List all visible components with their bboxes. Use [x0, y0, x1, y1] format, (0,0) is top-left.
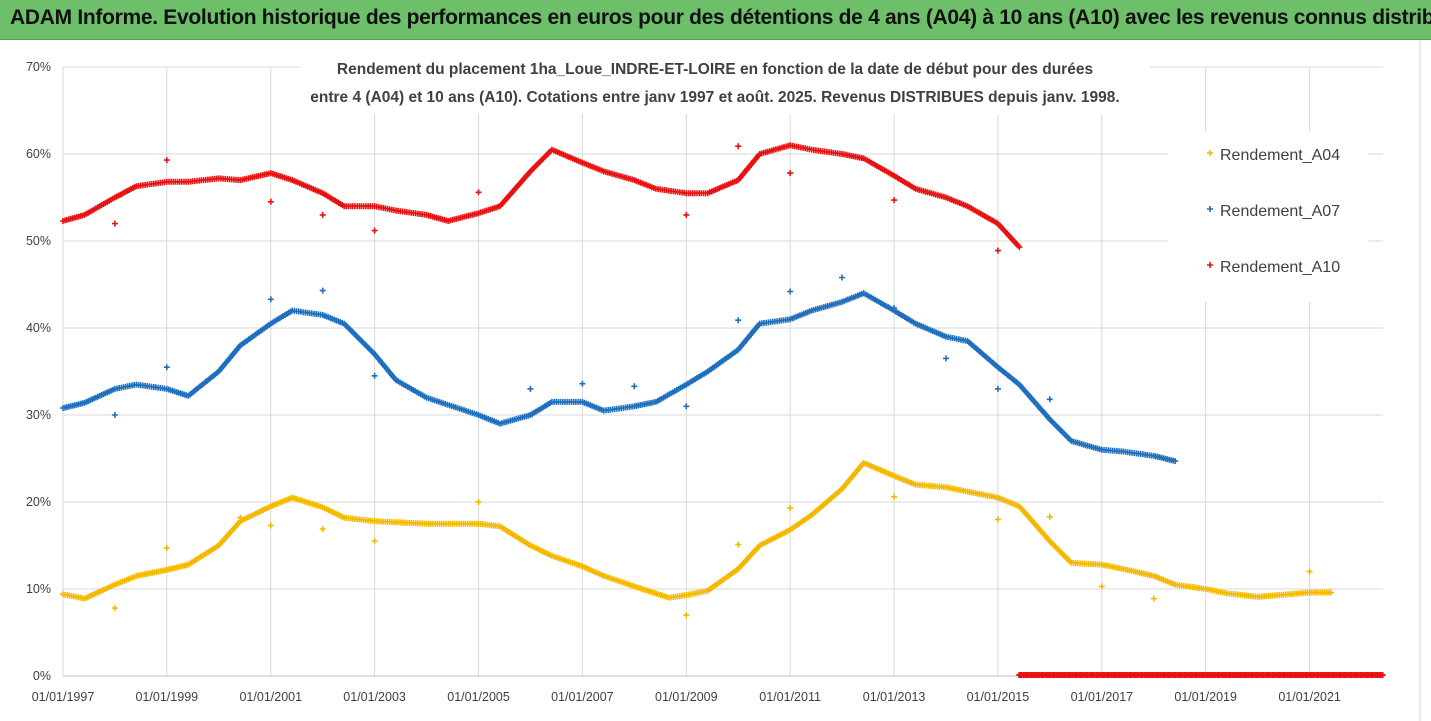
series-rendement-a10: [60, 142, 1386, 678]
x-tick-label: 01/01/2013: [863, 690, 926, 704]
outlier-point: [163, 364, 170, 371]
x-tick-label: 01/01/2017: [1071, 690, 1134, 704]
y-axis-ticks: 0% 10% 20% 30% 40% 50% 60% 70%: [26, 60, 51, 683]
outlier-point: [527, 385, 534, 392]
x-tick-label: 01/01/2015: [967, 690, 1030, 704]
series-rendement-a07: [60, 274, 1179, 465]
outlier-point: [267, 296, 274, 303]
y-tick-label: 10%: [26, 582, 51, 596]
series-layer: [60, 142, 1386, 678]
y-tick-label: 30%: [26, 408, 51, 422]
x-tick-label: 01/01/1999: [136, 690, 199, 704]
outlier-point: [371, 538, 378, 545]
outlier-point: [994, 516, 1001, 523]
legend-item-rendement-a07: Rendement_A07: [1207, 203, 1340, 220]
outlier-point: [319, 211, 326, 218]
x-tick-label: 01/01/2011: [759, 690, 821, 704]
outlier-point: [735, 541, 742, 548]
outlier-point: [163, 157, 170, 164]
legend-marker: [1207, 206, 1213, 212]
legend-label: Rendement_A04: [1220, 147, 1340, 164]
x-tick-label: 01/01/2009: [655, 690, 718, 704]
outlier-point: [111, 220, 118, 227]
outlier-point: [163, 545, 170, 552]
outlier-point: [475, 499, 482, 505]
outlier-point: [839, 274, 845, 281]
data-point: [1328, 589, 1335, 596]
outlier-point: [787, 505, 794, 512]
outlier-point: [579, 380, 586, 387]
legend-bg: [1168, 132, 1368, 302]
outlier-point: [267, 522, 274, 529]
outlier-point: [891, 493, 898, 500]
y-tick-label: 50%: [26, 234, 51, 248]
x-axis-ticks: 01/01/1997 01/01/1999 01/01/2001 01/01/2003…: [32, 690, 1341, 704]
outlier-point: [267, 198, 274, 205]
outlier-point: [787, 170, 794, 177]
x-tick-label: 01/01/1997: [32, 690, 95, 704]
scatter-chart: 0%10%20%30%40%50%60%70% 01/01/1997 01/01/…: [26, 40, 1421, 721]
outlier-point: [237, 514, 244, 521]
series-rendement-a04: [60, 459, 1335, 619]
outlier-point: [891, 305, 898, 311]
outlier-point: [111, 605, 118, 612]
outlier-point: [111, 412, 118, 418]
outlier-point: [1098, 583, 1105, 590]
chart-title-line-1: Rendement du placement 1ha_Loue_INDRE-ET…: [337, 61, 1093, 78]
outlier-point: [994, 385, 1001, 392]
outlier-point: [631, 383, 638, 390]
title-banner: ADAM Informe. Evolution historique des p…: [0, 0, 1431, 40]
legend-item-rendement-a04: Rendement_A04: [1207, 147, 1340, 164]
outlier-point: [683, 403, 690, 410]
outlier-point: [1046, 513, 1053, 520]
y-tick-label: 0%: [33, 669, 51, 683]
outlier-point: [319, 526, 326, 532]
x-tick-label: 01/01/2003: [343, 690, 406, 704]
outlier-point: [735, 317, 742, 324]
y-tick-label: 70%: [26, 60, 51, 74]
legend-item-rendement-a10: Rendement_A10: [1207, 259, 1340, 276]
x-tick-label: 01/01/2001: [239, 690, 302, 704]
outlier-point: [1306, 568, 1313, 575]
chart-title-bg: [300, 52, 1150, 114]
x-tick-label: 01/01/2007: [551, 690, 614, 704]
legend-marker: [1207, 150, 1213, 156]
legend-marker: [1207, 262, 1213, 268]
data-point: [1016, 244, 1023, 251]
outlier-point: [735, 143, 742, 150]
outlier-point: [943, 355, 949, 362]
y-tick-label: 60%: [26, 147, 51, 161]
outlier-point: [683, 612, 690, 619]
outlier-point: [683, 211, 690, 218]
legend-label: Rendement_A07: [1220, 203, 1340, 220]
x-tick-label: 01/01/2021: [1278, 690, 1341, 704]
outlier-point: [371, 372, 378, 379]
outlier-point: [319, 287, 326, 294]
x-tick-label: 01/01/2005: [447, 690, 510, 704]
outlier-point: [371, 227, 378, 234]
outlier-point: [994, 247, 1001, 254]
banner-title: ADAM Informe. Evolution historique des p…: [10, 6, 1431, 29]
legend: Rendement_A04 Rendement_A07 Rendement_A10: [1168, 132, 1368, 302]
outlier-point: [787, 288, 794, 295]
y-tick-label: 20%: [26, 495, 51, 509]
data-point: [1172, 458, 1179, 465]
y-tick-label: 40%: [26, 321, 51, 335]
outlier-point: [1150, 595, 1157, 602]
data-point: [1379, 672, 1386, 678]
outlier-point: [1046, 396, 1053, 403]
outlier-point: [891, 197, 898, 204]
outlier-point: [475, 189, 482, 196]
legend-label: Rendement_A10: [1220, 259, 1340, 276]
chart-title-line-2: entre 4 (A04) et 10 ans (A10). Cotations…: [310, 89, 1119, 106]
x-tick-label: 01/01/2019: [1174, 690, 1237, 704]
